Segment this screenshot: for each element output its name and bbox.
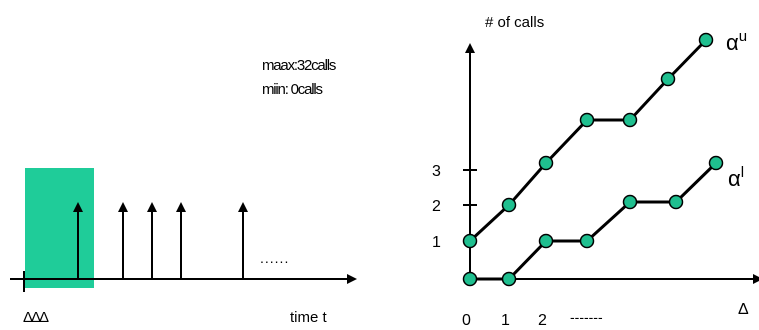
arrival-curves-panel: 1 2 3 0 1 2 ------- # of calls Δ xyxy=(432,14,759,329)
highlight-window xyxy=(25,168,94,288)
min-calls-text: miin: 0calls xyxy=(262,81,322,98)
y-tick-label-1: 1 xyxy=(432,234,441,251)
left-timeline-panel: ...... maax:32calls miin: 0calls ΔΔΔ tim… xyxy=(10,57,357,326)
lower-curve-line xyxy=(470,161,718,281)
upper-curve-point xyxy=(660,71,676,87)
upper-curve-label: αu xyxy=(726,28,747,55)
upper-curve-points xyxy=(462,32,714,249)
upper-curve-point xyxy=(501,197,517,213)
delta-labels: ΔΔΔ xyxy=(23,309,49,326)
lower-curve-point xyxy=(708,155,724,171)
y-tick-label-2: 2 xyxy=(432,198,441,215)
x-tick-label-0: 0 xyxy=(462,312,471,329)
upper-curve-point xyxy=(579,112,595,128)
x-axis-label: Δ xyxy=(738,301,749,318)
lower-curve-point xyxy=(538,233,554,249)
timeline-ellipsis: ...... xyxy=(260,250,289,266)
x-tick-label-2: 2 xyxy=(538,312,547,329)
x-tick-label-1: 1 xyxy=(501,312,510,329)
lower-curve-point xyxy=(501,271,517,287)
lower-curve-point xyxy=(622,194,638,210)
y-axis-label: # of calls xyxy=(485,14,544,31)
lower-curve-points xyxy=(462,155,724,287)
lower-curve-point xyxy=(462,271,478,287)
lower-curve-point xyxy=(579,233,595,249)
upper-curve-point xyxy=(462,233,478,249)
lower-curve-label: αl xyxy=(728,164,744,191)
time-axis-label: time t xyxy=(290,309,328,326)
upper-curve-point xyxy=(622,112,638,128)
max-calls-text: maax:32calls xyxy=(262,57,336,74)
y-tick-label-3: 3 xyxy=(432,163,441,180)
x-axis-ellipsis: ------- xyxy=(570,309,603,325)
upper-curve-point xyxy=(538,155,554,171)
lower-curve-point xyxy=(668,194,684,210)
upper-curve-point xyxy=(698,32,714,48)
